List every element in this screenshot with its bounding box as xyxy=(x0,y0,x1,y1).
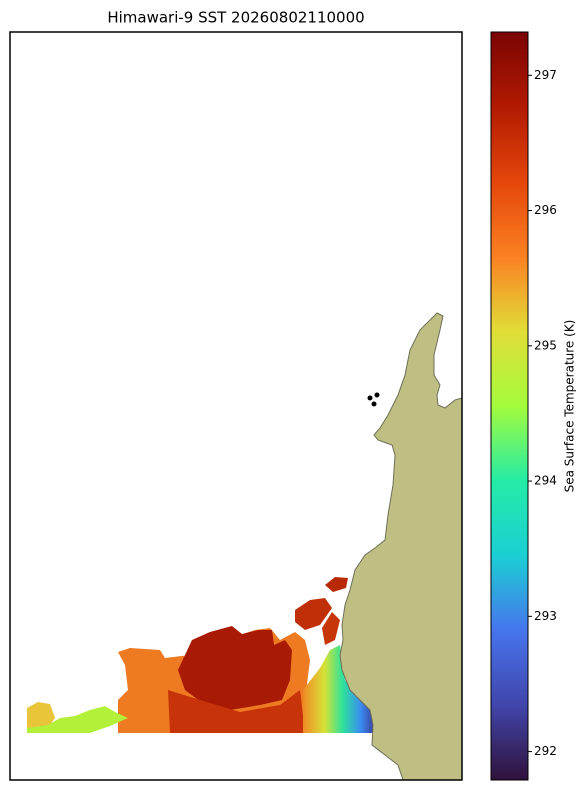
sst-dark-red xyxy=(178,626,292,710)
map-title: Himawari-9 SST 20260802110000 xyxy=(107,9,364,27)
colorbar-tick-label: 292 xyxy=(534,744,557,758)
sst-patch xyxy=(295,598,332,630)
sst-patch xyxy=(322,612,340,645)
colorbar-tick-label: 293 xyxy=(534,609,557,623)
colorbar xyxy=(490,31,529,781)
island xyxy=(367,395,373,401)
sst-red xyxy=(168,690,305,733)
sst-coast xyxy=(303,645,375,733)
map-area xyxy=(27,312,462,780)
sst-patch xyxy=(325,577,348,592)
map-frame xyxy=(9,31,463,781)
land xyxy=(339,312,462,780)
colorbar-tick-label: 294 xyxy=(534,474,557,488)
island xyxy=(374,392,380,398)
sst-west-green xyxy=(27,706,128,733)
colorbar-tick-label: 296 xyxy=(534,203,557,217)
island xyxy=(371,401,377,407)
colorbar-tick-label: 295 xyxy=(534,338,557,352)
sst-west-yellow xyxy=(27,702,55,728)
colorbar-label: Sea Surface Temperature (K) xyxy=(563,320,577,493)
colorbar-tick-label: 297 xyxy=(534,68,557,82)
